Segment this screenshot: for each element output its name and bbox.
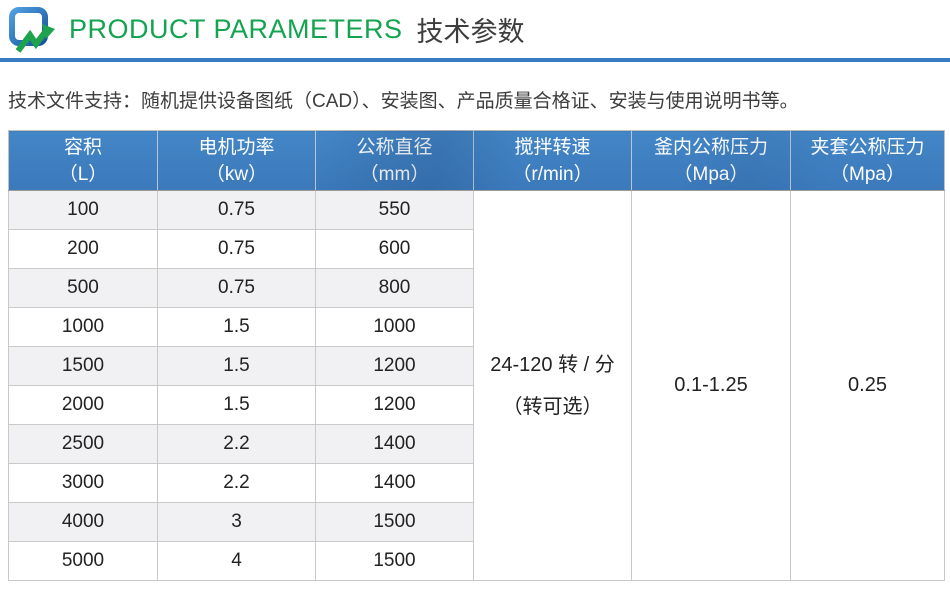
table-row: 200 0.75 600 xyxy=(8,229,945,269)
parameters-table-wrap: 容积 （L） 电机功率 （kw） 公称直径 （mm） 搅拌转速 （r/min） 釜内公称… xyxy=(8,130,945,581)
table-row: 500 0.75 800 xyxy=(8,268,945,308)
diameter-cell: 1400 xyxy=(315,424,474,464)
table-row: 2500 2.2 1400 xyxy=(8,424,945,464)
table-row: 5000 4 1500 xyxy=(8,541,945,581)
volume-cell: 2000 xyxy=(8,385,158,425)
stir-speed-cell: 24-120 转 / 分 （转可选） xyxy=(473,190,632,581)
parameters-table: 容积 （L） 电机功率 （kw） 公称直径 （mm） 搅拌转速 （r/min） 釜内公称… xyxy=(8,130,945,581)
col-header-motor-power: 电机功率 （kw） xyxy=(157,130,316,191)
volume-cell: 2500 xyxy=(8,424,158,464)
col-header-kettle-pressure: 釜内公称压力 （Mpa） xyxy=(631,130,791,191)
diameter-cell: 1000 xyxy=(315,307,474,347)
volume-cell: 5000 xyxy=(8,541,158,581)
diameter-cell: 1200 xyxy=(315,385,474,425)
diameter-cell: 800 xyxy=(315,268,474,308)
header-divider xyxy=(0,58,950,62)
stir-speed-note: （转可选） xyxy=(502,395,603,418)
col-header-nominal-diameter: 公称直径 （mm） xyxy=(315,130,474,191)
power-cell: 1.5 xyxy=(157,385,316,425)
diameter-cell: 600 xyxy=(315,229,474,269)
volume-cell: 4000 xyxy=(8,502,158,542)
jacket-pressure-cell: 0.25 xyxy=(790,190,945,581)
volume-cell: 3000 xyxy=(8,463,158,503)
power-cell: 0.75 xyxy=(157,268,316,308)
page-title-zh: 技术参数 xyxy=(416,16,525,47)
section-header: PRODUCT PARAMETERS 技术参数 xyxy=(0,0,950,58)
table-row: 4000 3 1500 xyxy=(8,502,945,542)
col-header-jacket-pressure: 夹套公称压力 （Mpa） xyxy=(790,130,945,191)
table-row: 1500 1.5 1200 xyxy=(8,346,945,386)
volume-cell: 1000 xyxy=(8,307,158,347)
power-cell: 3 xyxy=(157,502,316,542)
stir-speed-value: 24-120 转 / 分 xyxy=(490,353,615,376)
trend-arrow-logo-icon xyxy=(8,5,56,53)
col-header-stir-speed: 搅拌转速 （r/min） xyxy=(473,130,632,191)
volume-cell: 100 xyxy=(8,190,158,230)
diameter-cell: 550 xyxy=(315,190,474,230)
volume-cell: 500 xyxy=(8,268,158,308)
power-cell: 0.75 xyxy=(157,229,316,269)
table-row: 100 0.75 550 24-120 转 / 分 （转可选） 0.1-1.25… xyxy=(8,190,945,581)
support-note: 技术文件支持：随机提供设备图纸（CAD）、安装图、产品质量合格证、安装与使用说明… xyxy=(8,91,799,112)
diameter-cell: 1500 xyxy=(315,502,474,542)
diameter-cell: 1400 xyxy=(315,463,474,503)
header-row: 容积 （L） 电机功率 （kw） 公称直径 （mm） 搅拌转速 （r/min） 釜内公称… xyxy=(8,130,945,191)
col-header-volume: 容积 （L） xyxy=(8,130,158,191)
power-cell: 1.5 xyxy=(157,346,316,386)
page-title-en: PRODUCT PARAMETERS xyxy=(69,13,403,44)
power-cell: 2.2 xyxy=(157,424,316,464)
kettle-pressure-cell: 0.1-1.25 xyxy=(631,190,791,581)
power-cell: 2.2 xyxy=(157,463,316,503)
power-cell: 0.75 xyxy=(157,190,316,230)
volume-cell: 1500 xyxy=(8,346,158,386)
power-cell: 4 xyxy=(157,541,316,581)
volume-cell: 200 xyxy=(8,229,158,269)
table-row: 1000 1.5 1000 xyxy=(8,307,945,347)
power-cell: 1.5 xyxy=(157,307,316,347)
diameter-cell: 1500 xyxy=(315,541,474,581)
diameter-cell: 1200 xyxy=(315,346,474,386)
